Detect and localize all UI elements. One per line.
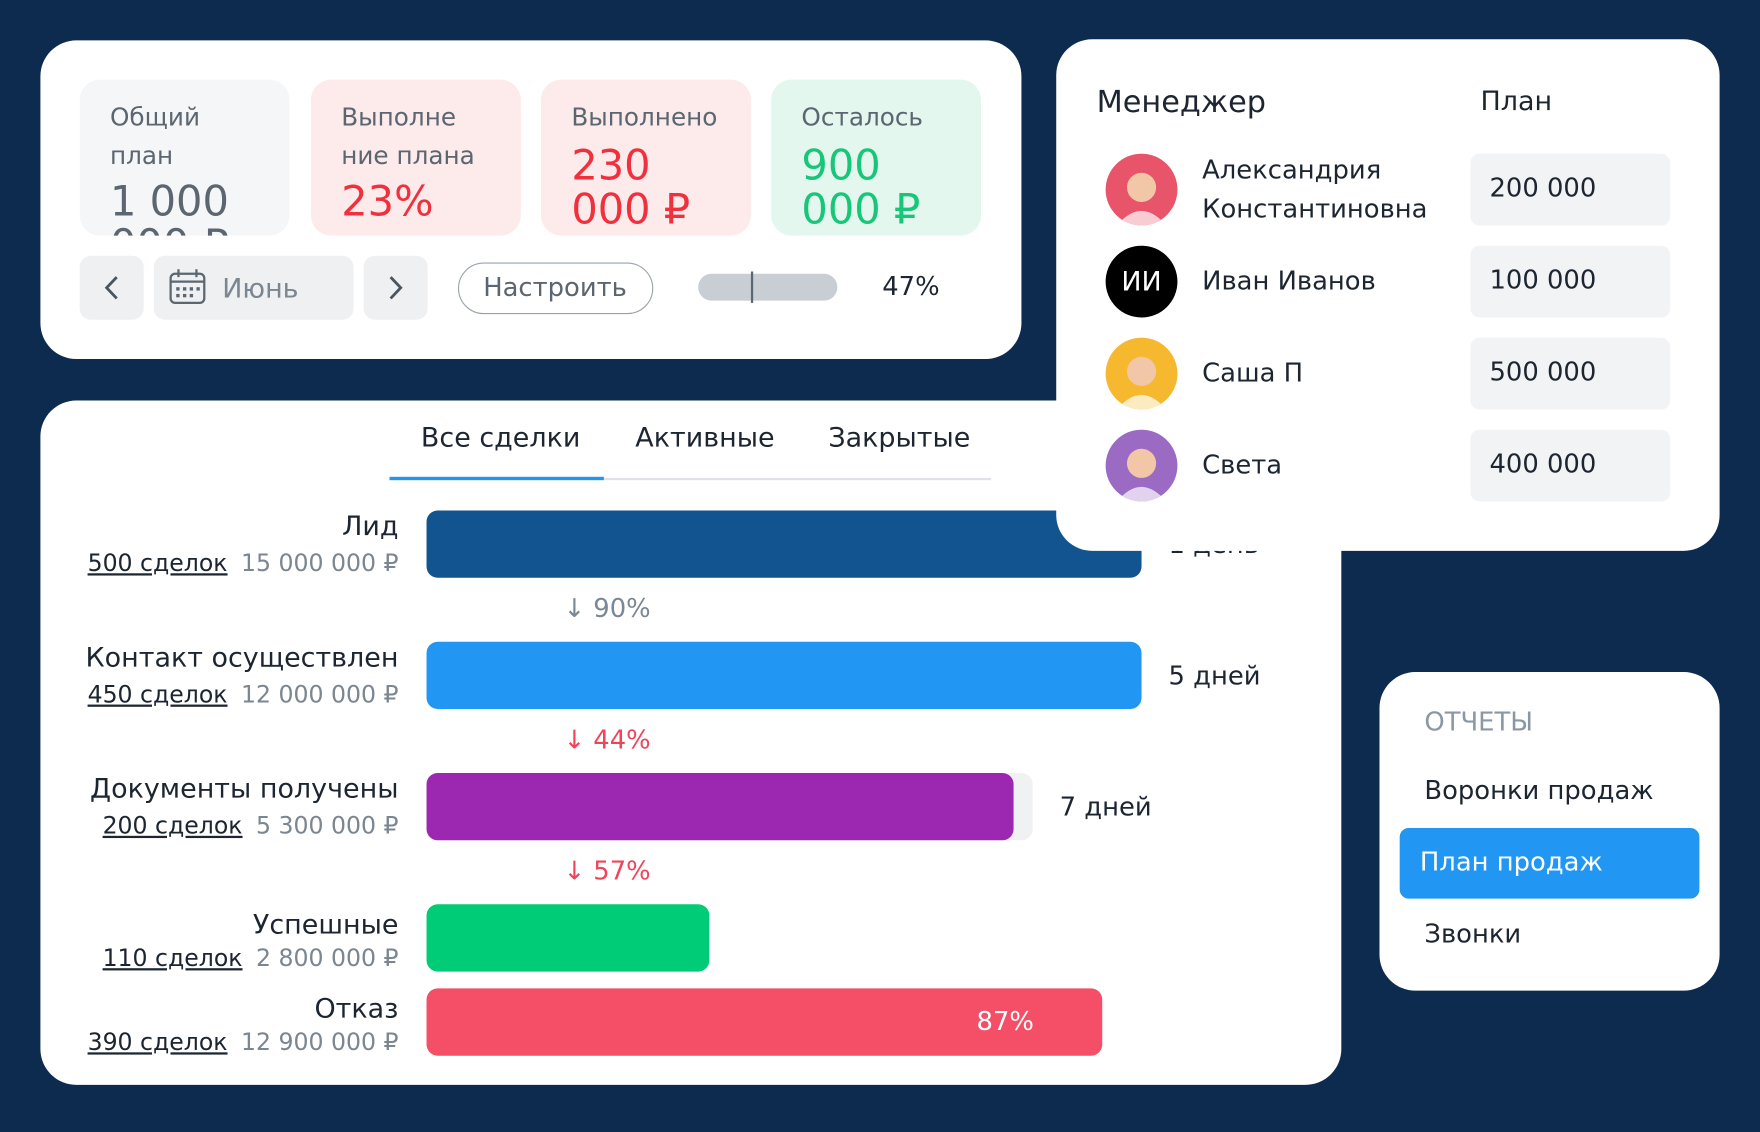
funnel-bar: [426, 772, 1014, 841]
deals-link[interactable]: 450 сделок: [87, 680, 228, 708]
conversion: ↓ 57%: [563, 857, 651, 887]
funnel-bar: [426, 988, 1103, 1056]
amount: 15 000 000 ₽: [241, 549, 399, 577]
bar-label: 87%: [976, 1007, 1034, 1037]
menu-item[interactable]: План продаж: [1419, 848, 1603, 878]
deals-link[interactable]: 500 сделок: [87, 549, 228, 577]
stat-card: Выполнено 230 000 ₽: [541, 79, 751, 236]
deals-link[interactable]: 390 сделок: [87, 1028, 228, 1056]
stage-name: Лид: [342, 510, 399, 542]
stat-value: 900: [801, 141, 881, 190]
menu-item[interactable]: Воронки продаж: [1424, 776, 1654, 806]
avatar-initials: ИИ: [1121, 265, 1162, 298]
stat-value: 230: [571, 141, 651, 190]
plan-value: 100 000: [1489, 265, 1597, 296]
deals-link[interactable]: 200 сделок: [102, 812, 243, 840]
prev-button[interactable]: [79, 255, 144, 320]
plan-value: 500 000: [1489, 357, 1597, 388]
stat-value: 000 ₽: [571, 185, 691, 234]
progress-tick: [750, 271, 754, 303]
configure-button[interactable]: Настроить: [457, 262, 654, 315]
month-picker[interactable]: Июнь: [153, 255, 354, 320]
stat-card: Выполне ние плана 23%: [310, 79, 521, 236]
stage-name: Документы получены: [90, 772, 399, 805]
tab[interactable]: Активные: [635, 421, 775, 454]
stat-label: ние плана: [341, 142, 475, 171]
stage-days: 5 дней: [1168, 661, 1261, 692]
stat-card: Осталось 900 000 ₽: [771, 79, 982, 236]
plan-input[interactable]: 500 000: [1470, 337, 1671, 410]
funnel-bar: [426, 904, 710, 972]
stat-label: Осталось: [801, 104, 923, 133]
tab-active-underline: [389, 476, 604, 481]
tab[interactable]: Закрытые: [828, 421, 971, 454]
stat-label: Выполнено: [571, 104, 718, 133]
stat-label: Общий: [110, 104, 201, 133]
avatar: [1105, 337, 1178, 410]
menu-active[interactable]: [1399, 827, 1700, 899]
stage-meta: 500 сделок 15 000 000 ₽: [87, 549, 399, 577]
manager-name: Саша П: [1202, 359, 1304, 389]
funnel-bar: [426, 641, 1142, 710]
manager-name: Константиновна: [1202, 195, 1428, 225]
stage-meta: 450 сделок 12 000 000 ₽: [88, 683, 399, 707]
stat-value: 000 ₽: [110, 224, 229, 235]
tab-underline: [389, 477, 992, 481]
stat-value: 23%: [341, 177, 434, 226]
stage-days: 7 дней: [1059, 793, 1152, 823]
header: Менеджер: [1096, 85, 1267, 121]
stat-label: план: [110, 142, 174, 171]
plan-input[interactable]: 100 000: [1470, 245, 1671, 318]
avatar: [1105, 153, 1178, 226]
stage-meta: 200 сделок 5 300 000 ₽: [103, 814, 399, 838]
reports-title: ОТЧЕТЫ: [1424, 707, 1534, 738]
avatar: [1105, 429, 1178, 502]
amount: 12 000 000 ₽: [241, 680, 399, 708]
conversion: ↓ 90%: [563, 594, 651, 624]
progress-track: [698, 273, 838, 301]
tab[interactable]: Все сделки: [420, 421, 581, 454]
deals-link[interactable]: 110 сделок: [102, 944, 243, 972]
manager-name: Александрия: [1202, 155, 1382, 186]
stage-meta: 110 сделок 2 800 000 ₽: [102, 944, 399, 972]
month-label: Июнь: [222, 272, 299, 305]
conversion: ↓ 44%: [563, 725, 651, 756]
progress-value: 47%: [882, 272, 940, 302]
header: План: [1480, 85, 1553, 117]
next-button[interactable]: [363, 255, 428, 320]
amount: 5 300 000 ₽: [256, 812, 399, 840]
stage-name: Контакт осуществлен: [85, 641, 399, 674]
plan-input[interactable]: 400 000: [1470, 429, 1671, 502]
stat-value: 000 ₽: [801, 185, 921, 234]
manager-name: Света: [1202, 451, 1283, 481]
amount: 12 900 000 ₽: [241, 1028, 399, 1056]
stage-name: Отказ: [314, 992, 399, 1025]
plan-value: 400 000: [1489, 449, 1597, 480]
amount: 2 800 000 ₽: [256, 944, 399, 972]
stat-label: Выполне: [341, 104, 457, 133]
menu-item[interactable]: Звонки: [1424, 919, 1522, 950]
stage-meta: 390 сделок 12 900 000 ₽: [87, 1028, 399, 1056]
stat-value: 1 000: [110, 177, 229, 226]
plan-value: 200 000: [1489, 173, 1597, 204]
manager-name: Иван Иванов: [1202, 267, 1376, 297]
avatar: ИИ: [1105, 245, 1178, 318]
stage-name: Успешные: [252, 908, 399, 941]
funnel-bar: [426, 510, 1142, 578]
plan-input[interactable]: 200 000: [1470, 153, 1671, 226]
configure-label: Настроить: [483, 273, 627, 303]
